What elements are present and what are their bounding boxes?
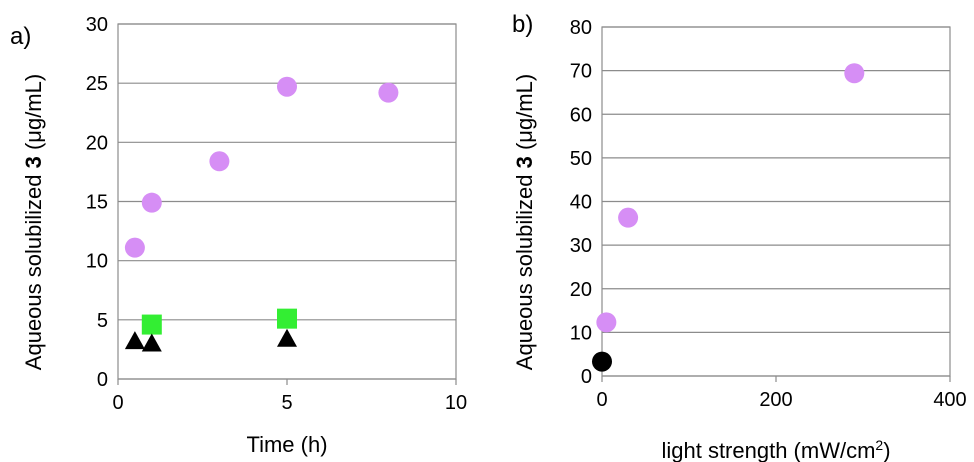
- y-tick-label-b-3: 30: [570, 235, 592, 257]
- y-tick-label-b-7: 70: [570, 61, 592, 83]
- x-tick-label-a-1: 5: [281, 392, 292, 414]
- y-axis-title-a-compound: 3: [21, 156, 46, 168]
- data-points-b: [592, 63, 865, 372]
- y-tick-label-b-0: 0: [581, 366, 592, 388]
- panel-label-b: b): [512, 11, 533, 38]
- x-axis-title-b: light strength (mW/cm2): [661, 437, 890, 462]
- x-tick-label-b-2: 400: [933, 389, 966, 411]
- data-point-b-s0-2: [844, 63, 865, 84]
- y-tick-label-b-8: 80: [570, 17, 592, 39]
- y-ticks-a: 0 5 10 15 20 25 30: [86, 14, 108, 391]
- y-tick-label-a-0: 0: [97, 369, 108, 391]
- y-axis-title-b-compound: 3: [512, 156, 537, 168]
- y-tick-label-a-2: 10: [86, 251, 108, 273]
- y-tick-label-a-3: 15: [86, 192, 108, 214]
- y-tick-label-b-4: 40: [570, 192, 592, 214]
- x-tick-label-b-0: 0: [596, 389, 607, 411]
- panel-label-a: a): [10, 23, 31, 50]
- y-tick-label-a-5: 25: [86, 73, 108, 95]
- chart-panel-b: b) 0 10 20 30 40 50 60 70 80 0 200 400 light stren…: [512, 11, 967, 462]
- y-axis-title-b-unit: (μg/mL): [512, 74, 537, 156]
- x-ticks-a: 0 5 10: [112, 379, 467, 414]
- data-points-a: [124, 76, 399, 352]
- x-axis-title-b-end: ): [883, 438, 890, 462]
- data-point-a-s1-1: [277, 308, 297, 329]
- data-point-a-s2-0: [124, 331, 145, 350]
- x-tick-label-b-1: 200: [759, 389, 792, 411]
- y-tick-label-b-2: 20: [570, 279, 592, 301]
- y-tick-label-b-5: 50: [570, 148, 592, 170]
- grid-b: [602, 26, 950, 377]
- y-axis-title-b-part1: Aqueous solubilized: [512, 168, 537, 370]
- y-tick-label-a-6: 30: [86, 14, 108, 36]
- data-point-a-s0-1: [141, 192, 162, 213]
- data-point-a-s1-0: [141, 314, 162, 335]
- y-tick-label-b-1: 10: [570, 322, 592, 344]
- y-ticks-b: 0 10 20 30 40 50 60 70 80: [570, 17, 592, 388]
- data-point-a-s0-3: [277, 76, 297, 97]
- x-axis-title-b-superscript: 2: [875, 437, 883, 453]
- y-tick-label-a-4: 20: [86, 132, 108, 154]
- y-axis-title-a-part1: Aqueous solubilized: [21, 168, 46, 370]
- y-axis-title-a: Aqueous solubilized 3 (μg/mL): [21, 74, 46, 370]
- y-tick-label-a-1: 5: [97, 310, 108, 332]
- x-tick-label-a-0: 0: [112, 392, 123, 414]
- y-axis-title-a-unit: (μg/mL): [21, 74, 46, 156]
- data-point-a-s0-2: [209, 151, 230, 172]
- data-point-a-s0-0: [124, 237, 145, 258]
- chart-panel-a: a) 0 5 10 15 20 25 30 0 5 10 Time (h) Aqueous so…: [10, 14, 467, 457]
- x-axis-title-a: Time (h): [246, 432, 327, 457]
- y-tick-label-b-6: 60: [570, 104, 592, 126]
- data-point-a-s0-4: [378, 82, 399, 103]
- x-ticks-b: 0 200 400: [596, 376, 967, 411]
- data-point-b-s0-1: [618, 207, 639, 228]
- data-point-b-s1-0: [592, 351, 612, 372]
- data-point-a-s2-2: [277, 328, 297, 347]
- y-axis-title-b: Aqueous solubilized 3 (μg/mL): [512, 74, 537, 370]
- data-point-b-s0-0: [596, 312, 617, 333]
- x-tick-label-a-2: 10: [445, 392, 467, 414]
- data-point-a-s2-1: [141, 333, 162, 352]
- x-axis-title-b-main: light strength (mW/cm: [661, 438, 875, 462]
